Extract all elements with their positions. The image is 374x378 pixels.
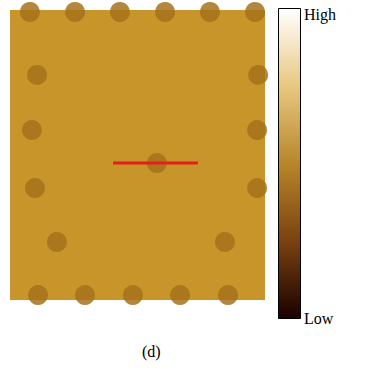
svg-text:Low: Low xyxy=(304,310,334,327)
svg-text:High: High xyxy=(304,6,336,24)
svg-text:(d): (d) xyxy=(142,343,161,361)
